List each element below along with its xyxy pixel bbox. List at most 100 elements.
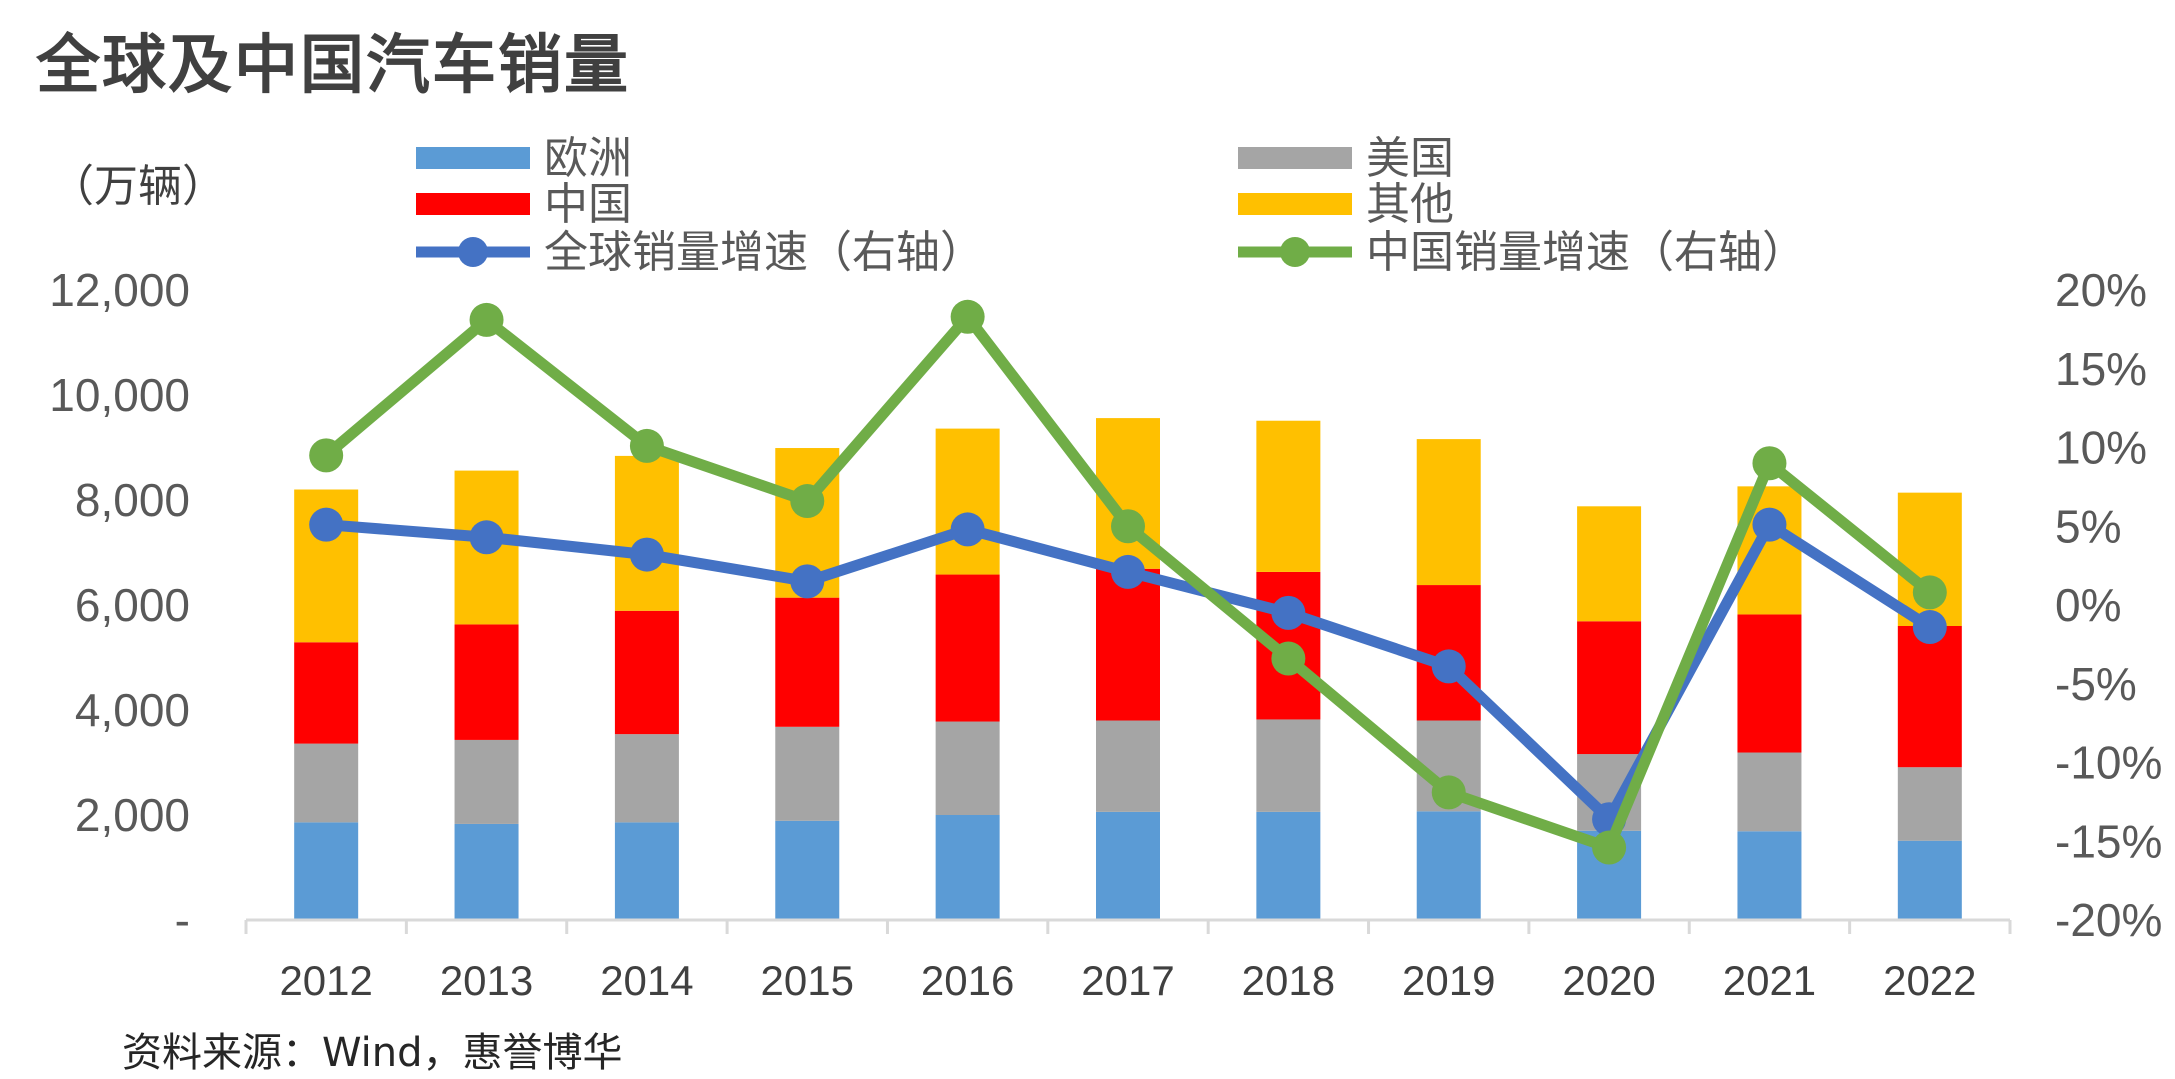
line-series (309, 299, 1947, 865)
bar-europe-2017 (1096, 811, 1160, 920)
bar-other-2016 (935, 428, 1000, 575)
point-global_growth-2013 (469, 520, 504, 555)
point-global_growth-2015 (790, 564, 825, 599)
bar-china-2012 (294, 642, 359, 744)
legend-marker-global_growth (458, 237, 488, 267)
source-note: 资料来源：Wind，惠誉博华 (122, 1030, 623, 1076)
y-tick-label: 4,000 (75, 684, 190, 736)
chart-title: 全球及中国汽车销量 (36, 29, 630, 103)
point-global_growth-2014 (629, 537, 664, 572)
bar-usa-2018 (1256, 719, 1321, 812)
bar-china-2022 (1897, 626, 1962, 768)
point-china_growth-2015 (790, 484, 825, 519)
y2-tick-label: 20% (2055, 264, 2147, 316)
x-tick-label: 2022 (1883, 957, 1976, 1004)
bar-usa-2016 (935, 721, 1000, 815)
bar-europe-2014 (614, 822, 679, 920)
x-tick-label: 2013 (440, 957, 533, 1004)
x-tick-label: 2015 (761, 957, 854, 1004)
point-china_growth-2012 (309, 438, 344, 473)
legend-label-other: 其他 (1366, 179, 1454, 230)
point-global_growth-2012 (309, 507, 344, 542)
bar-other-2014 (614, 455, 679, 611)
point-china_growth-2018 (1271, 641, 1306, 676)
legend-swatch-europe (416, 147, 530, 169)
x-axis: 2012 2013 2014 2015 2016 2017 2018 2019 2020 2021… (244, 918, 2012, 1004)
point-global_growth-2018 (1271, 595, 1306, 630)
bar-other-2019 (1416, 439, 1481, 586)
x-tick-label: 2021 (1723, 957, 1816, 1004)
bar-china-2017 (1096, 568, 1160, 721)
bar-usa-2022 (1897, 767, 1962, 841)
bar-europe-2012 (294, 822, 359, 920)
x-tick-label: 2018 (1242, 957, 1335, 1004)
x-tick-label: 2017 (1081, 957, 1174, 1004)
y-tick-label: 8,000 (75, 474, 190, 526)
x-tick-label: 2019 (1402, 957, 1495, 1004)
legend-swatch-other (1238, 193, 1352, 215)
bar-china-2014 (614, 610, 679, 735)
bar-europe-2018 (1256, 811, 1321, 920)
y2-tick-label: -5% (2055, 658, 2137, 710)
y2-tick-label: 15% (2055, 343, 2147, 395)
bar-china-2013 (454, 624, 519, 740)
bar-usa-2014 (614, 734, 679, 823)
point-china_growth-2014 (629, 428, 664, 463)
bar-europe-2022 (1897, 840, 1962, 920)
y2-tick-label: 0% (2055, 579, 2121, 631)
legend-swatch-china (416, 193, 530, 215)
y-axis-right: -20% -15% -10% -5% 0% 5% 10% 15% 20% (2055, 264, 2162, 946)
bar-usa-2012 (294, 743, 359, 823)
point-china_growth-2017 (1111, 509, 1145, 544)
y2-tick-label: 5% (2055, 500, 2121, 552)
bar-other-2020 (1577, 506, 1642, 622)
point-global_growth-2016 (950, 512, 985, 547)
x-tick-label: 2014 (600, 957, 693, 1004)
bar-europe-2021 (1737, 831, 1802, 920)
legend-swatch-usa (1238, 147, 1352, 169)
point-china_growth-2019 (1431, 775, 1466, 810)
bar-other-2018 (1256, 420, 1321, 572)
x-tick-label: 2016 (921, 957, 1014, 1004)
bar-europe-2015 (775, 820, 840, 920)
point-global_growth-2019 (1431, 649, 1466, 684)
legend-label-europe: 欧洲 (544, 133, 632, 184)
y-tick-label: 2,000 (75, 789, 190, 841)
y-tick-label: - (175, 894, 190, 946)
point-china_growth-2021 (1752, 446, 1787, 481)
bar-china-2015 (775, 597, 840, 727)
bar-europe-2013 (454, 823, 519, 920)
legend-label-usa: 美国 (1366, 133, 1454, 184)
bar-usa-2017 (1096, 720, 1160, 812)
point-china_growth-2013 (469, 302, 504, 337)
bar-series (294, 418, 1962, 920)
y-axis-left: - 2,000 4,000 6,000 8,000 10,000 12,000 (49, 264, 190, 946)
point-china_growth-2020 (1592, 830, 1627, 865)
point-china_growth-2022 (1912, 575, 1947, 610)
bar-europe-2016 (935, 815, 1000, 920)
point-global_growth-2017 (1111, 554, 1145, 589)
legend-marker-china_growth (1280, 237, 1310, 267)
y-tick-label: 10,000 (49, 369, 190, 421)
bar-europe-2019 (1416, 811, 1481, 920)
y2-tick-label: -15% (2055, 815, 2162, 867)
y-axis-unit-label: （万辆） (50, 161, 226, 212)
legend-label-global_growth: 全球销量增速（右轴） (544, 227, 984, 278)
y2-tick-label: -10% (2055, 737, 2162, 789)
y2-tick-label: -20% (2055, 894, 2162, 946)
bar-china-2020 (1577, 621, 1642, 755)
bar-china-2016 (935, 574, 1000, 722)
point-china_growth-2016 (950, 299, 985, 334)
x-tick-label: 2012 (279, 957, 372, 1004)
y-tick-label: 12,000 (49, 264, 190, 316)
bar-china-2021 (1737, 614, 1802, 753)
bar-usa-2021 (1737, 752, 1802, 832)
legend-label-china_growth: 中国销量增速（右轴） (1366, 227, 1806, 278)
legend-label-china: 中国 (544, 179, 632, 230)
y-tick-label: 6,000 (75, 579, 190, 631)
bar-usa-2013 (454, 739, 519, 824)
x-tick-label: 2020 (1562, 957, 1655, 1004)
point-global_growth-2021 (1752, 507, 1787, 542)
